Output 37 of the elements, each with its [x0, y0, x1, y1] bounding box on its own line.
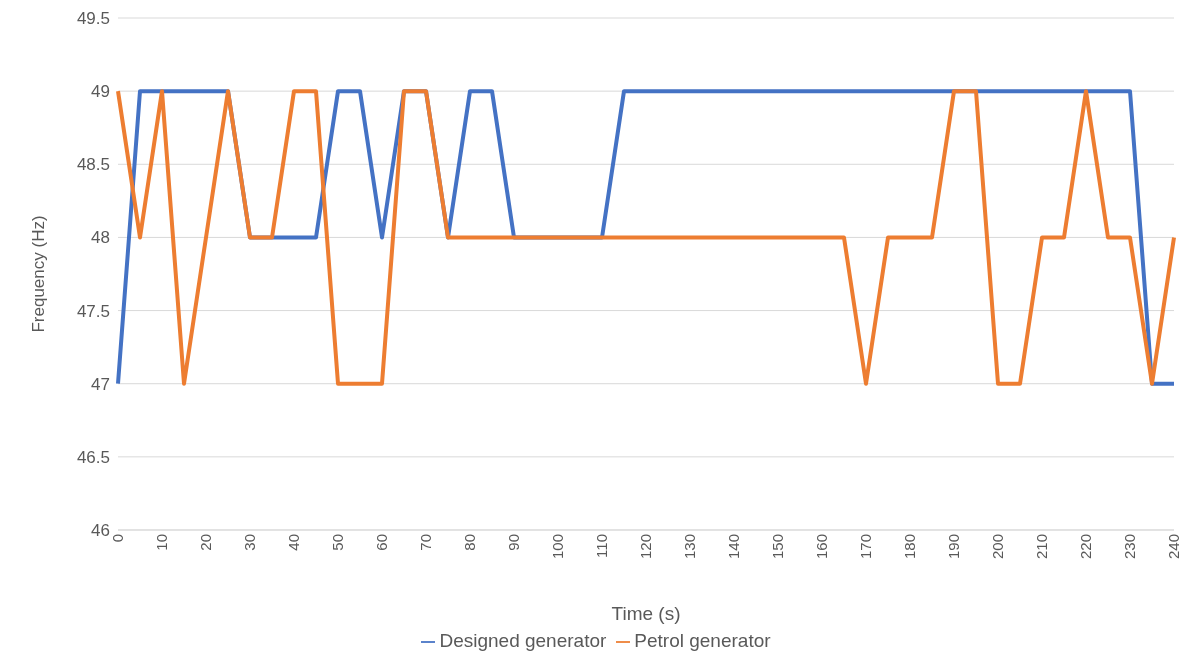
x-tick-label: 50: [328, 534, 346, 551]
x-tick-label: 60: [372, 534, 390, 551]
y-tick-label: 47.5: [76, 301, 110, 321]
y-tick-label: 49.5: [76, 9, 110, 29]
x-tick-label: 230: [1120, 534, 1138, 560]
x-tick-label: 210: [1032, 534, 1050, 560]
x-tick-label: 150: [768, 534, 786, 560]
x-tick-label: 70: [416, 534, 434, 551]
x-tick-label: 170: [856, 534, 874, 560]
y-tick-label: 48: [91, 228, 110, 248]
y-tick-label: 48.5: [76, 155, 110, 175]
y-axis-title: Frequency (Hz): [29, 215, 49, 333]
x-tick-label: 120: [636, 534, 654, 560]
x-tick-label: 30: [240, 534, 258, 551]
x-tick-label: 0: [108, 534, 126, 543]
x-tick-label: 140: [724, 534, 742, 560]
x-tick-label: 180: [900, 534, 918, 560]
x-tick-label: 90: [504, 534, 522, 551]
x-axis-title: Time (s): [611, 603, 681, 624]
y-tick-label: 46.5: [76, 447, 110, 467]
x-tick-label: 190: [944, 534, 962, 560]
x-tick-label: 160: [812, 534, 830, 560]
y-tick-label: 49: [91, 82, 110, 102]
legend-label: Petrol generator: [634, 630, 771, 651]
x-tick-label: 240: [1164, 534, 1182, 560]
y-tick-label: 47: [91, 374, 110, 394]
x-tick-label: 100: [548, 534, 566, 560]
x-tick-label: 130: [680, 534, 698, 560]
y-tick-label: 46: [91, 521, 110, 541]
x-tick-label: 220: [1076, 534, 1094, 560]
x-tick-label: 110: [592, 534, 610, 558]
x-tick-label: 80: [460, 534, 478, 551]
x-tick-label: 20: [196, 534, 214, 551]
x-tick-label: 200: [988, 534, 1006, 560]
x-tick-label: 10: [152, 534, 170, 551]
x-tick-label: 40: [284, 534, 302, 551]
legend-label: Designed generator: [439, 630, 607, 651]
